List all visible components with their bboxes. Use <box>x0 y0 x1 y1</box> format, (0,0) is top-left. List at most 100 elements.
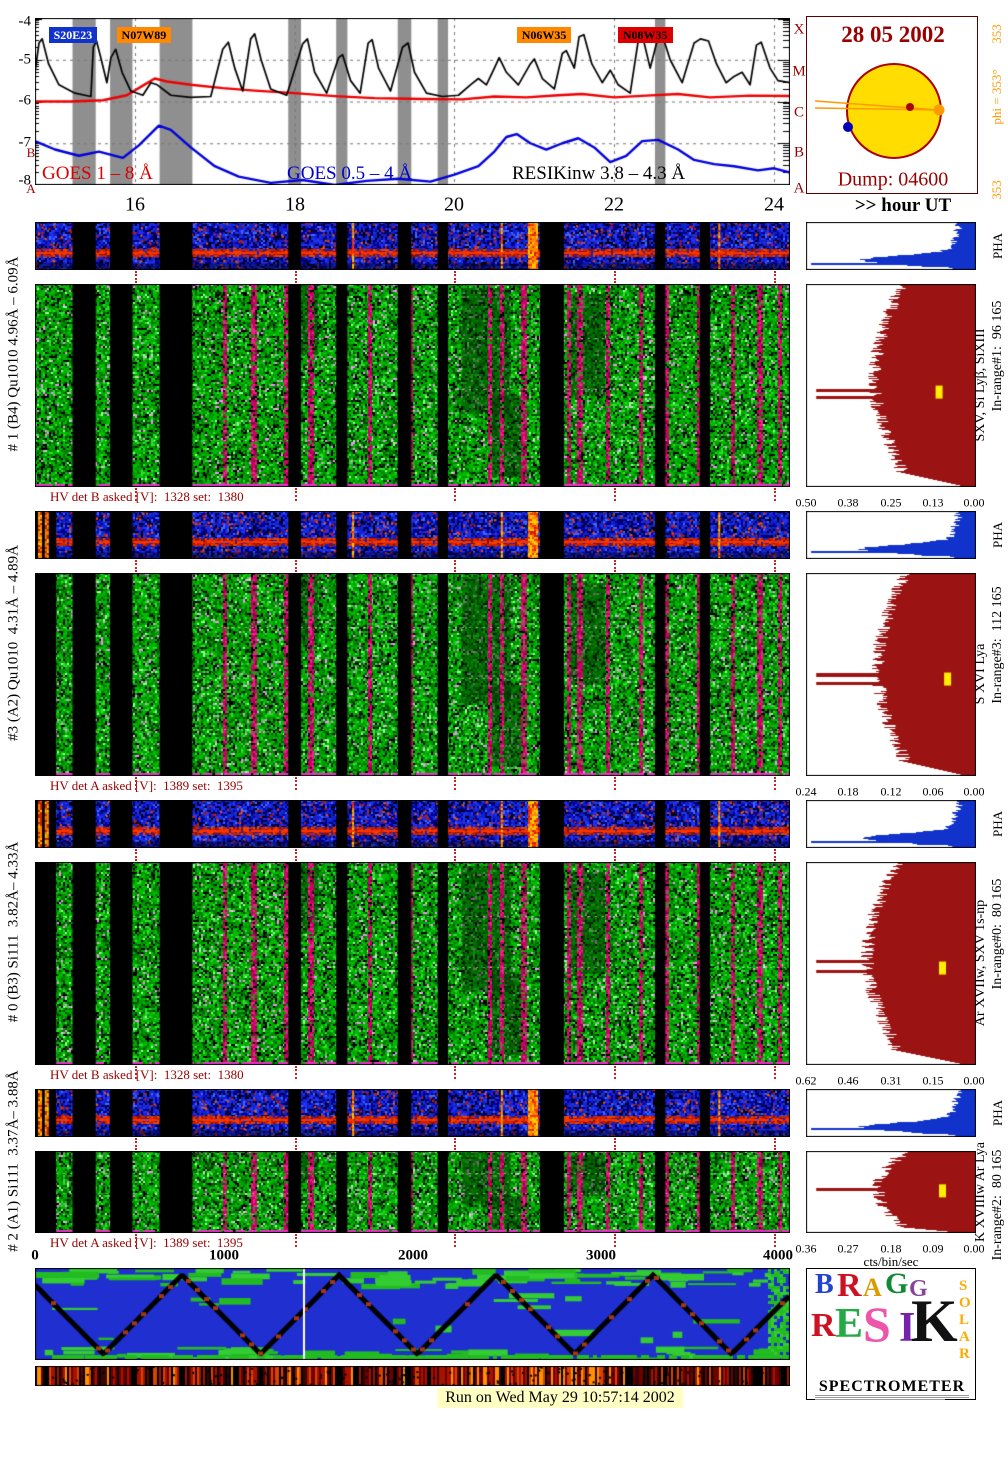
hv-status-label: HV det B asked [V]: 1328 set: 1380 <box>50 489 244 504</box>
hour-tick-16: 16 <box>125 193 145 216</box>
phi-line <box>814 107 940 111</box>
species-label: SXV, Si Lyβ, SiXIII <box>973 328 988 442</box>
hour-gridline-dots <box>614 560 616 572</box>
pha-strip-spectrogram <box>35 222 790 270</box>
hist-scale-tick: 0.24 <box>795 784 817 799</box>
pha-axis-label: PHA <box>990 810 1005 838</box>
inrange-count-label: In-range#2: 80 165 <box>990 1149 1005 1261</box>
hour-gridline-dots <box>774 1066 776 1079</box>
hour-gridline-dots <box>774 271 776 283</box>
pha-histogram <box>806 222 976 270</box>
hv-status-label: HV det A asked [V]: 1389 set: 1395 <box>50 778 243 793</box>
goes-class-letter-b: B <box>793 144 805 161</box>
goes-class-letter-a: A <box>793 180 805 197</box>
logo-credits-line <box>815 1399 945 1400</box>
hour-gridline-dots <box>135 560 137 572</box>
pha-strip-spectrogram <box>35 511 790 559</box>
hour-gridline-dots <box>135 1066 137 1079</box>
pha-histogram <box>806 1089 976 1137</box>
logo-letter: G <box>885 1267 909 1300</box>
hour-gridline-dots <box>295 1234 297 1247</box>
main-spectrogram <box>35 284 790 487</box>
hist-scale-tick: 0.18 <box>837 784 859 799</box>
hist-scale-tick: 0.15 <box>922 1073 944 1088</box>
inrange-count-label: In-range#0: 80 165 <box>990 878 1005 990</box>
hv-status-label: HV det B asked [V]: 1328 set: 1380 <box>50 1067 244 1082</box>
solar-disk-panel: 28 05 2002 Dump: 04600 <box>806 16 978 194</box>
logo-letter: B <box>815 1269 834 1300</box>
flare-region-tag: N06W35 <box>516 27 572 43</box>
hour-gridline-dots <box>135 488 137 501</box>
species-label: Ar XVIIw, SXV 1s-np <box>973 899 988 1027</box>
goes-ytick: -4 <box>18 13 32 30</box>
hist-scale-tick: 0.00 <box>963 1241 985 1256</box>
hour-gridline-dots <box>774 1234 776 1247</box>
active-region-dot-blue <box>843 122 853 132</box>
inrange-count-label: In-range#3: 112 165 <box>990 586 1005 704</box>
species-label: S XVI Lya <box>973 643 988 705</box>
logo-letter: E <box>835 1301 864 1347</box>
goes-flux-plot-canvas <box>35 18 790 185</box>
hour-gridline-dots <box>614 777 616 790</box>
bin-tick-3000: 3000 <box>586 1247 616 1264</box>
hour-gridline-dots <box>454 849 456 861</box>
hist-scale-tick: 0.50 <box>795 495 817 510</box>
hour-gridline-dots <box>295 777 297 790</box>
flare-region-tag: S20E23 <box>48 27 98 43</box>
hour-axis-label: >> hour UT <box>854 195 952 216</box>
logo-solar-letter: O <box>959 1295 971 1311</box>
channel-left-label: # 1 (B4) Qu1010 4.96Å – 6.09Å <box>5 256 22 452</box>
goes-legend: RESIKinw 3.8 – 4.3 Å <box>512 163 686 184</box>
hist-scale-tick: 0.62 <box>795 1073 817 1088</box>
hour-gridline-dots <box>135 849 137 861</box>
logo-solar-letter: A <box>959 1329 970 1345</box>
pha-strip-spectrogram <box>35 1089 790 1137</box>
pha-histogram <box>806 511 976 559</box>
hist-scale-tick: 0.09 <box>922 1241 944 1256</box>
hist-scale-tick: 0.12 <box>880 784 902 799</box>
hour-gridline-dots <box>454 1234 456 1247</box>
flare-region-tag: N08W35 <box>617 27 673 43</box>
logo-solar-letter: S <box>959 1278 968 1294</box>
pha-axis-label: PHA <box>990 1099 1005 1127</box>
solar-disk-drawing <box>814 63 945 159</box>
hour-gridline-dots <box>295 849 297 861</box>
channel-left-label: # 0 (B3) Si111 3.82Å– 4.33Å <box>5 841 22 1023</box>
logo-letter: R <box>811 1307 836 1344</box>
run-caption: Run on Wed May 29 10:57:14 2002 <box>437 1388 683 1408</box>
logo-letter: G <box>909 1276 928 1302</box>
hist-scale-tick: 0.18 <box>880 1241 902 1256</box>
goes-ytick: -7 <box>18 134 32 151</box>
cts-units-label: cts/bin/sec <box>863 1254 919 1269</box>
logo-letter: R <box>837 1267 862 1304</box>
hist-scale-tick: 0.00 <box>963 495 985 510</box>
goes-legend: GOES 1 – 8 Å <box>42 163 153 184</box>
logo-solar-letter: L <box>959 1312 970 1328</box>
goes-class-letter-x: X <box>793 21 805 38</box>
hour-tick-24: 24 <box>764 193 784 216</box>
flare-region-tag: N07W89 <box>116 27 172 43</box>
hour-gridline-dots <box>774 560 776 572</box>
hour-gridline-dots <box>454 1066 456 1079</box>
hour-gridline-dots <box>454 560 456 572</box>
hour-gridline-dots <box>295 1066 297 1079</box>
hist-scale-tick: 0.00 <box>963 784 985 799</box>
hour-gridline-dots <box>454 271 456 283</box>
bin-tick-0: 0 <box>31 1247 39 1264</box>
hour-gridline-dots <box>774 777 776 790</box>
hour-gridline-dots <box>614 271 616 283</box>
hist-scale-tick: 0.25 <box>880 495 902 510</box>
logo-letter: K <box>911 1288 958 1354</box>
phi-line <box>814 100 940 111</box>
species-label: K XVIIIw Ar Lya <box>973 1142 988 1242</box>
hist-scale-tick: 0.38 <box>837 495 859 510</box>
goes-left-class-letter-a: A <box>26 181 36 196</box>
inrange-histogram <box>806 573 976 776</box>
bin-tick-4000: 4000 <box>763 1247 793 1264</box>
goes-legend: GOES 0.5 – 4 Å <box>287 163 413 184</box>
pointing-dot-orange <box>933 104 945 116</box>
inrange-histogram <box>806 862 976 1065</box>
hist-scale-tick: 0.36 <box>795 1241 817 1256</box>
